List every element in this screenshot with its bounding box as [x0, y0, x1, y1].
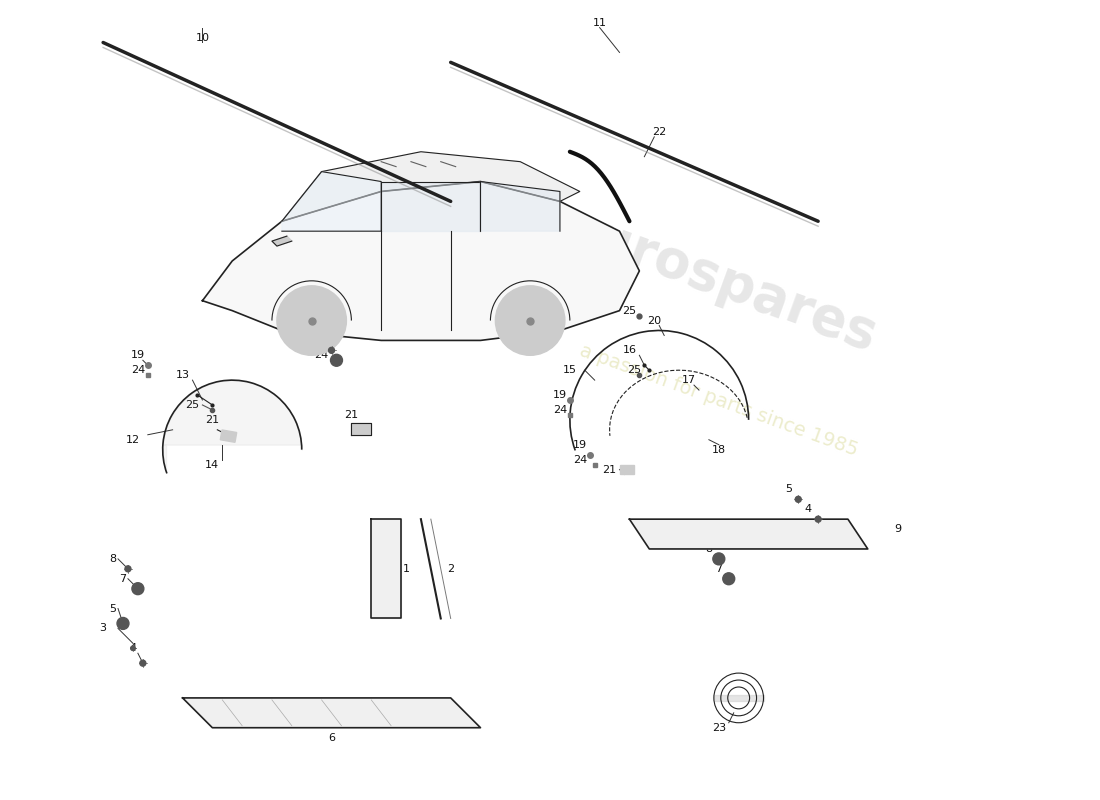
- Polygon shape: [272, 236, 292, 246]
- Text: 4: 4: [130, 643, 136, 654]
- Text: eurospares: eurospares: [553, 199, 884, 362]
- Text: 12: 12: [125, 434, 140, 445]
- Circle shape: [795, 496, 801, 502]
- Circle shape: [277, 286, 346, 355]
- Text: 24: 24: [131, 366, 145, 375]
- Polygon shape: [282, 171, 382, 231]
- Circle shape: [723, 573, 735, 585]
- Text: 9: 9: [894, 524, 901, 534]
- Text: a passion for parts since 1985: a passion for parts since 1985: [578, 341, 860, 459]
- Bar: [619, 465, 635, 474]
- Text: 7: 7: [715, 564, 723, 574]
- Text: 8: 8: [110, 554, 117, 564]
- Text: 16: 16: [623, 346, 637, 355]
- Circle shape: [131, 646, 135, 650]
- Polygon shape: [282, 152, 580, 222]
- Bar: [220, 430, 236, 442]
- Circle shape: [140, 660, 146, 666]
- Polygon shape: [382, 182, 481, 231]
- Text: 21: 21: [603, 465, 617, 474]
- Text: 19: 19: [553, 390, 566, 400]
- Circle shape: [815, 516, 821, 522]
- Text: 25: 25: [186, 400, 199, 410]
- Text: 11: 11: [593, 18, 607, 28]
- Polygon shape: [202, 182, 639, 341]
- Text: 8: 8: [705, 544, 713, 554]
- Text: 4: 4: [804, 504, 812, 514]
- Text: 5: 5: [784, 484, 792, 494]
- Text: 21: 21: [206, 415, 219, 425]
- Bar: [351, 423, 372, 434]
- Text: 1: 1: [403, 564, 409, 574]
- Polygon shape: [481, 182, 560, 231]
- Polygon shape: [629, 519, 868, 549]
- Text: 25: 25: [623, 306, 637, 316]
- Text: 10: 10: [196, 33, 209, 42]
- Text: 20: 20: [647, 315, 661, 326]
- Polygon shape: [183, 698, 481, 728]
- Text: 19: 19: [315, 335, 329, 346]
- Text: 23: 23: [712, 722, 726, 733]
- Text: 2: 2: [447, 564, 454, 574]
- Text: 3: 3: [100, 623, 107, 634]
- Text: 17: 17: [682, 375, 696, 385]
- Circle shape: [125, 566, 131, 572]
- Text: 19: 19: [131, 350, 145, 360]
- Circle shape: [330, 354, 342, 366]
- Polygon shape: [372, 519, 402, 618]
- Circle shape: [117, 618, 129, 630]
- Text: 21: 21: [344, 410, 359, 420]
- Text: 18: 18: [712, 445, 726, 454]
- Circle shape: [329, 347, 334, 354]
- Text: 13: 13: [176, 370, 189, 380]
- Circle shape: [495, 286, 565, 355]
- Text: 5: 5: [110, 603, 117, 614]
- Text: 24: 24: [553, 405, 568, 415]
- Text: 6: 6: [328, 733, 336, 742]
- Text: 25: 25: [627, 366, 641, 375]
- Circle shape: [132, 582, 144, 594]
- Text: 22: 22: [652, 127, 667, 137]
- Text: 14: 14: [206, 459, 219, 470]
- Circle shape: [713, 553, 725, 565]
- Text: 24: 24: [315, 350, 329, 360]
- Text: 7: 7: [120, 574, 127, 584]
- Text: 19: 19: [573, 440, 587, 450]
- Text: 24: 24: [573, 454, 587, 465]
- Text: 15: 15: [563, 366, 576, 375]
